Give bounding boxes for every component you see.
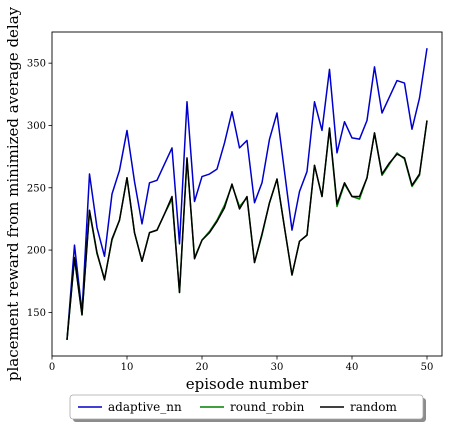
x-tick-label: 30 — [271, 362, 284, 373]
x-tick-label: 10 — [121, 362, 134, 373]
legend-label-round-robin: round_robin — [230, 400, 305, 414]
y-tick-label: 150 — [27, 308, 46, 319]
y-tick-label: 300 — [27, 121, 46, 132]
legend: adaptive_nn round_robin random — [69, 394, 426, 422]
x-tick-label: 0 — [49, 362, 55, 373]
y-tick-label: 200 — [27, 246, 46, 257]
x-tick-label: 50 — [421, 362, 434, 373]
x-tick-label: 20 — [196, 362, 209, 373]
legend-box — [69, 394, 424, 420]
plot-frame — [51, 31, 443, 357]
legend-label-random: random — [350, 400, 398, 414]
x-axis-ticks: 0 10 20 30 40 50 — [49, 356, 434, 373]
series-lines — [66, 48, 428, 340]
y-tick-label: 250 — [27, 183, 46, 194]
legend-label-adaptive-nn: adaptive_nn — [108, 400, 182, 414]
x-tick-label: 40 — [346, 362, 359, 373]
series-line-random — [66, 120, 428, 340]
y-axis-ticks: 150 200 250 300 350 — [27, 59, 52, 319]
series-line-adaptive-nn — [66, 48, 428, 340]
y-axis-label: placement reward from minimized average … — [4, 6, 22, 381]
y-tick-label: 350 — [27, 59, 46, 70]
x-axis-label: episode number — [186, 375, 309, 393]
